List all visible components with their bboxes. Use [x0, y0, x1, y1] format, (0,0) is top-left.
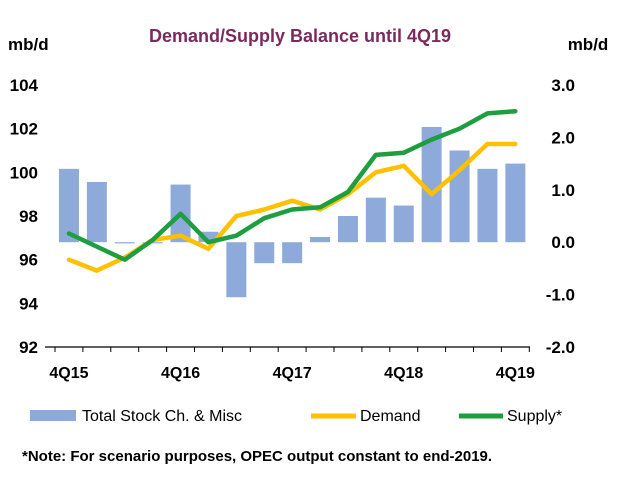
legend-label-supply: Supply*: [507, 408, 562, 425]
x-tick-label: 4Q15: [49, 365, 88, 382]
stock-change-bar: [337, 216, 358, 243]
stock-change-bar: [505, 163, 526, 243]
left-axis-ticks: 92 94 96 98 100 102 104: [10, 76, 39, 357]
stock-change-bar: [421, 126, 442, 243]
right-axis-unit: mb/d: [568, 35, 609, 54]
stock-change-bars: [58, 126, 526, 298]
legend-swatch-stock: [30, 410, 76, 421]
left-axis-unit: mb/d: [8, 35, 49, 54]
left-tick-label: 94: [19, 294, 38, 313]
stock-change-bar: [477, 168, 498, 243]
supply-line: [66, 108, 518, 262]
stock-change-bar: [86, 181, 107, 243]
left-tick-label: 104: [10, 76, 39, 95]
legend: Total Stock Ch. & Misc Demand Supply*: [30, 408, 562, 425]
stock-change-bar: [393, 205, 414, 243]
left-tick-label: 96: [19, 251, 38, 270]
right-tick-label: -1.0: [546, 286, 575, 305]
right-tick-label: 0.0: [551, 233, 575, 252]
series-lines: [66, 108, 518, 273]
x-tick-label: 4Q18: [384, 365, 423, 382]
x-axis-ticks: 4Q15 4Q16 4Q17 4Q18 4Q19: [49, 347, 535, 382]
legend-label-stock: Total Stock Ch. & Misc: [82, 408, 242, 425]
stock-change-bar: [58, 168, 79, 243]
right-tick-label: 1.0: [551, 181, 575, 200]
stock-change-bar: [198, 231, 219, 243]
left-tick-label: 102: [10, 120, 38, 139]
stock-change-bar: [310, 236, 331, 243]
stock-change-bar: [365, 197, 386, 243]
stock-change-bar: [254, 242, 275, 264]
legend-label-demand: Demand: [360, 408, 420, 425]
right-tick-label: 2.0: [551, 128, 575, 147]
stock-change-bar: [114, 242, 135, 244]
left-tick-label: 100: [10, 163, 38, 182]
chart-title: Demand/Supply Balance until 4Q19: [149, 26, 451, 46]
x-tick-label: 4Q17: [273, 365, 312, 382]
stock-change-bar: [282, 242, 303, 264]
stock-change-bar: [142, 242, 163, 244]
left-tick-label: 92: [19, 338, 38, 357]
x-tick-label: 4Q16: [161, 365, 200, 382]
right-axis-ticks: -2.0 -1.0 0.0 1.0 2.0 3.0: [546, 76, 575, 357]
footnote: *Note: For scenario purposes, OPEC outpu…: [22, 448, 492, 465]
x-tick-label: 4Q19: [496, 365, 535, 382]
right-tick-label: 3.0: [551, 76, 575, 95]
left-tick-label: 98: [19, 207, 38, 226]
right-tick-label: -2.0: [546, 338, 575, 357]
stock-change-bar: [226, 242, 247, 298]
